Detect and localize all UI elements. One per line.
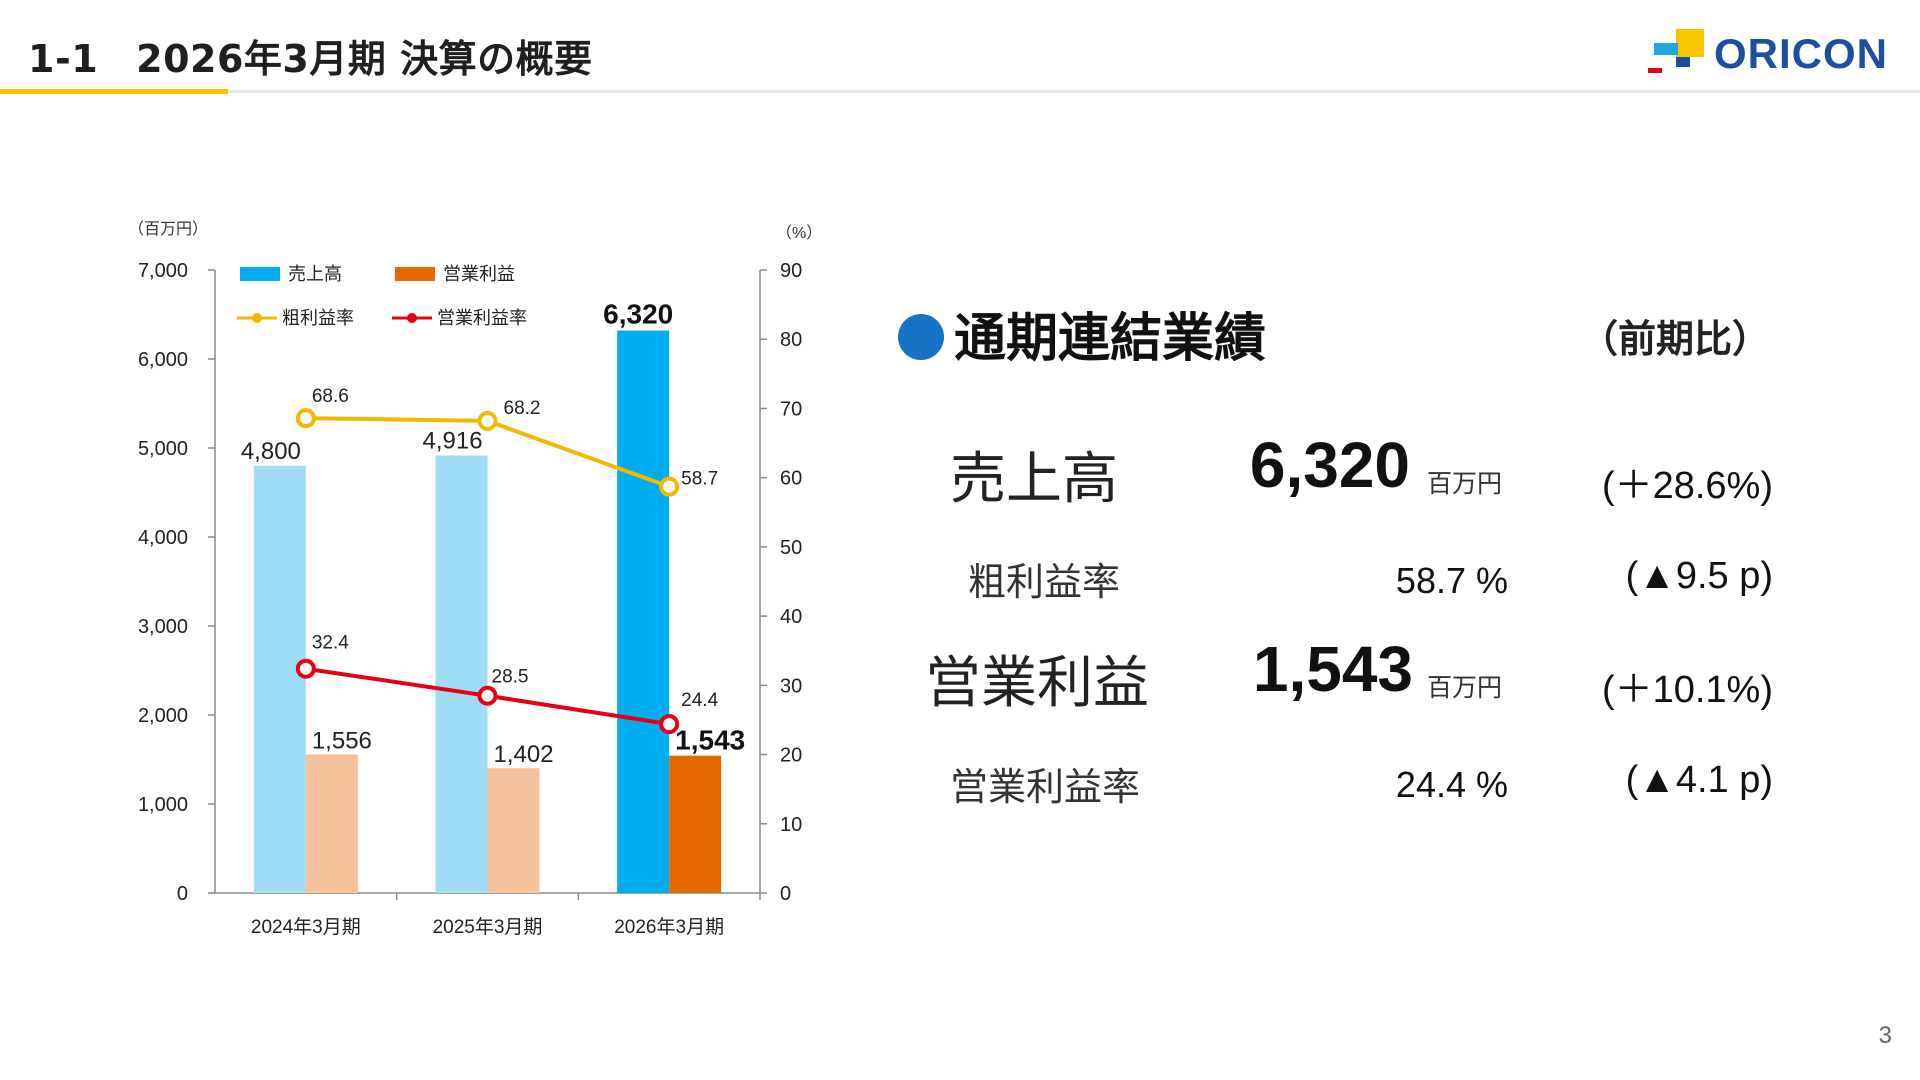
operating-profit-data-label: 1,556: [312, 728, 372, 755]
operating-margin-point: [295, 658, 316, 679]
gross-margin-point: [477, 410, 498, 431]
revenue-label: 売上高: [950, 447, 1118, 512]
operating-profit-unit: 百万円: [1427, 673, 1503, 702]
left-tick-label: 6,000: [138, 349, 188, 371]
revenue-data-label: 4,916: [423, 427, 483, 454]
page-number: 3: [1878, 1022, 1892, 1049]
operating-margin-data-label: 32.4: [312, 633, 349, 654]
financial-chart: 0 1,000 2,000 3,000 4,000 5,000 6,000 7,000 0 10 2…: [128, 220, 822, 938]
gross-margin-data-label: 68.6: [312, 386, 349, 407]
operating-profit-label: 営業利益: [925, 651, 1149, 716]
gross-margin-point: [659, 476, 680, 497]
revenue-bar: [617, 330, 670, 893]
section-number: 1-1: [28, 37, 99, 81]
summary-heading: 通期連結業績: [898, 296, 1266, 371]
operating-profit-data-label: 1,543: [675, 725, 745, 756]
header-accent-bar: [0, 89, 228, 94]
right-tick-label: 10: [780, 814, 802, 836]
operating-profit-bar: [669, 755, 722, 893]
gross-margin-data-label: 58.7: [681, 469, 718, 490]
operating-profit-change: (＋10.1%): [1601, 669, 1773, 711]
right-tick-label: 50: [780, 537, 802, 559]
oricon-logo: ORICON: [1640, 26, 1900, 78]
summary-heading-text: 通期連結業績: [954, 309, 1267, 369]
right-axis-unit: （%）: [776, 224, 822, 242]
operating-margin-change: (▲4.1 p): [1625, 759, 1773, 801]
gross-margin-data-label: 68.2: [504, 398, 541, 419]
legend-operating-margin-label: 営業利益率: [437, 308, 527, 328]
revenue-bar: [253, 465, 306, 893]
category-label: 2026年3月期: [614, 916, 724, 938]
left-tick-label: 0: [177, 883, 188, 905]
gross-margin-change: (▲9.5 p): [1625, 555, 1773, 597]
right-tick-label: 40: [780, 606, 802, 628]
gross-margin-value: 58.7 %: [1395, 560, 1508, 601]
right-tick-label: 70: [780, 398, 802, 420]
legend-gross-margin-marker: [252, 313, 262, 323]
legend-operating-profit-swatch: [395, 267, 435, 281]
left-axis-unit: （百万円）: [128, 220, 208, 238]
header-divider: [0, 90, 1920, 93]
category-label: 2024年3月期: [251, 916, 361, 938]
operating-profit-bar: [487, 768, 540, 893]
legend-gross-margin-label: 粗利益率: [282, 308, 354, 328]
operating-margin-value: 24.4 %: [1395, 764, 1508, 805]
operating-margin-data-label: 28.5: [492, 667, 529, 688]
gross-margin-point: [295, 408, 316, 429]
legend-operating-margin-marker: [407, 313, 417, 323]
left-tick-label: 2,000: [138, 705, 188, 727]
revenue-data-label: 6,320: [603, 299, 673, 330]
left-tick-label: 3,000: [138, 616, 188, 638]
right-tick-label: 20: [780, 745, 802, 767]
operating-margin-data-label: 24.4: [681, 690, 718, 711]
revenue-unit: 百万円: [1427, 469, 1503, 498]
left-tick-label: 1,000: [138, 794, 188, 816]
operating-margin-point: [659, 714, 680, 735]
logo-mark-icon: [1648, 29, 1704, 73]
operating-profit-bar: [305, 754, 358, 893]
left-tick-label: 4,000: [138, 527, 188, 549]
right-tick-label: 90: [780, 260, 802, 282]
title-text: 2026年3月期 決算の概要: [136, 37, 593, 81]
legend-revenue-label: 売上高: [288, 264, 342, 284]
revenue-value: 6,320: [1249, 429, 1410, 501]
logo-text: ORICON: [1714, 30, 1888, 77]
revenue-data-label: 4,800: [241, 438, 301, 465]
left-tick-label: 7,000: [138, 260, 188, 282]
gross-margin-label: 粗利益率: [968, 560, 1121, 604]
legend-operating-profit-label: 営業利益: [443, 264, 515, 284]
comparison-label: （前期比）: [1579, 317, 1770, 361]
right-tick-label: 80: [780, 329, 802, 351]
bullet-circle-icon: [898, 314, 944, 360]
revenue-change: (＋28.6%): [1601, 465, 1773, 507]
right-tick-label: 60: [780, 468, 802, 490]
revenue-bar: [435, 455, 488, 893]
right-tick-label: 30: [780, 675, 802, 697]
page-title: 1-1 2026年3月期 決算の概要: [28, 28, 593, 83]
left-tick-label: 5,000: [138, 438, 188, 460]
category-label: 2025年3月期: [433, 916, 543, 938]
operating-profit-data-label: 1,402: [494, 741, 554, 768]
legend-revenue-swatch: [240, 267, 280, 281]
right-tick-label: 0: [780, 883, 791, 905]
operating-margin-label: 営業利益率: [950, 765, 1141, 809]
operating-margin-point: [477, 685, 498, 706]
operating-profit-value: 1,543: [1252, 633, 1413, 705]
